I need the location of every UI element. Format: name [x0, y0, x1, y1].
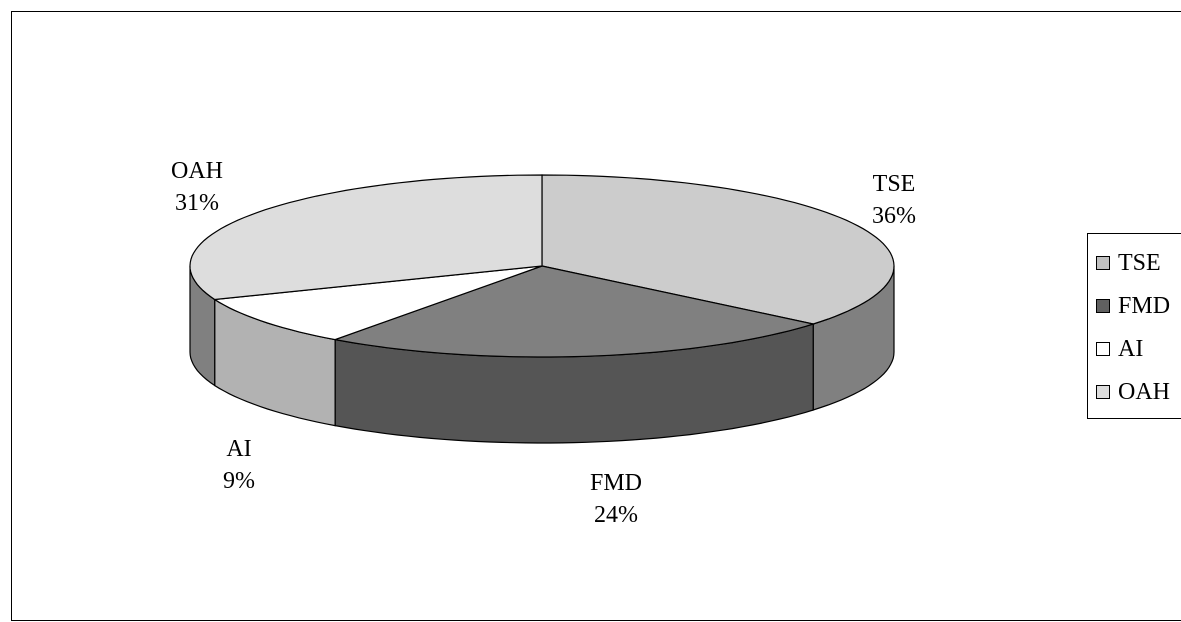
- legend-label-tse: TSE: [1118, 249, 1161, 276]
- pie-slice-fmd: [332, 265, 816, 358]
- legend-item-ai: AI: [1096, 334, 1143, 364]
- data-label-ai-name: AI: [226, 436, 252, 462]
- data-label-oah-value: 31%: [175, 190, 219, 216]
- legend-label-fmd: FMD: [1118, 292, 1171, 319]
- legend: TSE FMD AI OAH: [1087, 233, 1181, 419]
- legend-item-oah: OAH: [1096, 377, 1170, 407]
- data-label-tse-value: 36%: [872, 203, 916, 229]
- data-label-fmd-value: 24%: [594, 502, 638, 528]
- legend-label-ai: AI: [1118, 335, 1144, 362]
- pie-slice-tse: [541, 174, 895, 325]
- pie-chart: [189, 174, 895, 444]
- pie-slice-oah: [189, 174, 543, 301]
- data-label-ai: AI 9%: [223, 433, 255, 497]
- pie-slice-ai: [212, 265, 543, 341]
- data-label-fmd-name: FMD: [589, 470, 643, 496]
- legend-swatch-fmd: [1096, 299, 1110, 313]
- data-label-tse: TSE 36%: [872, 168, 916, 232]
- legend-item-fmd: FMD: [1096, 291, 1170, 321]
- legend-swatch-ai: [1096, 342, 1110, 356]
- data-label-oah: OAH 31%: [171, 155, 223, 219]
- data-label-fmd: FMD 24%: [590, 467, 642, 531]
- data-label-ai-value: 9%: [223, 468, 255, 494]
- legend-label-oah: OAH: [1118, 378, 1170, 405]
- legend-swatch-tse: [1096, 256, 1110, 270]
- chart-area: TSE 36% FMD 24% AI 9% OAH 31% TSE FMD AI…: [11, 11, 1181, 621]
- data-label-tse-name: TSE: [872, 171, 916, 197]
- data-label-oah-name: OAH: [171, 158, 223, 184]
- legend-swatch-oah: [1096, 385, 1110, 399]
- legend-item-tse: TSE: [1096, 248, 1161, 278]
